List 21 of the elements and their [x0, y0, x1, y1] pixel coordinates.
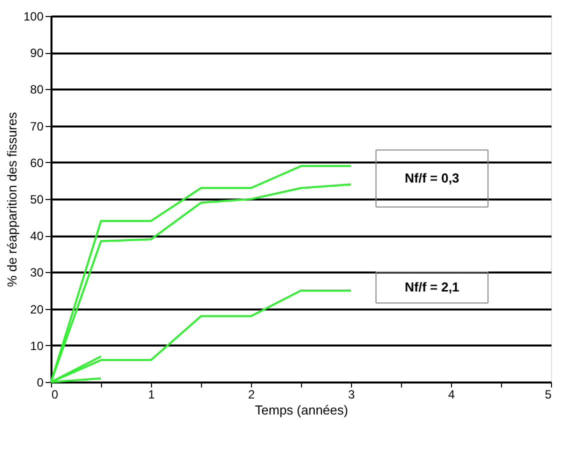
x-tick-label: 4 [448, 388, 456, 402]
y-tick-label: 50 [30, 192, 44, 206]
y-tick-label: 70 [30, 119, 44, 134]
y-tick-label: 20 [30, 302, 44, 316]
y-tick-label: 80 [30, 82, 44, 97]
y-tick-label: 90 [30, 46, 44, 60]
x-tick-label: 3 [348, 388, 356, 402]
y-tick-label: 40 [30, 229, 44, 244]
x-tick-label: 5 [544, 388, 552, 402]
y-tick-label: 100 [23, 10, 44, 24]
y-axis-title: % de réapparition des fissures [4, 112, 20, 287]
annotation: Nf/f = 0,3 [404, 170, 460, 186]
x-axis-title: Temps (années) [254, 402, 348, 418]
x-tick-label: 1 [148, 388, 156, 402]
y-tick-label: 60 [30, 156, 44, 170]
y-tick-label: 10 [30, 338, 44, 353]
y-tick-label: 0 [36, 376, 44, 390]
annotation: Nf/f = 2,1 [404, 280, 460, 294]
x-tick-label: 2 [248, 388, 256, 402]
x-tick-label: 0 [52, 388, 58, 402]
y-tick-label: 30 [30, 266, 44, 280]
